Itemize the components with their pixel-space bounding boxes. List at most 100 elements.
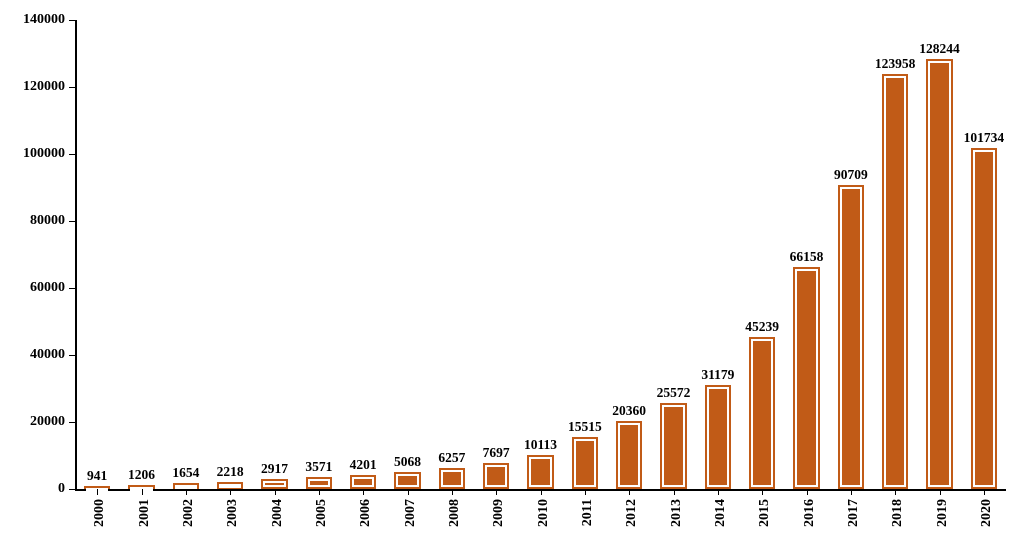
x-tick-mark [674,489,675,495]
x-tick-label: 2014 [713,499,729,527]
x-tick-label: 2004 [270,499,286,527]
bar [439,468,466,489]
bar-inset-border [751,339,774,487]
x-tick-mark [807,489,808,495]
x-tick-mark [895,489,896,495]
bar-inset-border [396,474,419,487]
bar-inset-border [795,269,818,487]
bar-inset-border [485,465,508,487]
bar [527,455,554,489]
x-tick-label: 2005 [314,499,330,527]
x-tick-label: 2001 [137,499,153,527]
x-tick-mark [541,489,542,495]
x-tick-mark [762,489,763,495]
y-tick-mark [69,288,75,289]
y-tick-mark [69,221,75,222]
x-tick-mark [940,489,941,495]
bar-value-label: 5068 [394,454,421,470]
bar-inset-border [840,187,863,487]
bar-inset-border [662,405,685,487]
bar-value-label: 7697 [483,445,510,461]
bar-inset-border [263,481,286,487]
bar-inset-border [574,439,597,487]
y-axis [75,20,77,489]
bar-value-label: 2218 [217,464,244,480]
bar-value-label: 128244 [919,41,960,57]
bar-value-label: 31179 [701,367,734,383]
x-tick-label: 2016 [802,499,818,527]
bar-inset-border [219,484,242,488]
y-tick-label: 20000 [5,414,65,430]
x-tick-mark [142,489,143,495]
x-tick-label: 2000 [92,499,108,527]
x-tick-mark [275,489,276,495]
bar-value-label: 1654 [172,465,199,481]
bar-inset-border [441,470,464,487]
y-tick-label: 60000 [5,280,65,296]
y-tick-label: 0 [5,481,65,497]
x-tick-label: 2011 [580,499,596,526]
bar-value-label: 10113 [524,437,557,453]
bar [882,74,909,489]
bar-chart: 0200004000060000800001000001200001400009… [0,0,1021,544]
x-tick-label: 2003 [225,499,241,527]
bar-inset-border [928,61,951,487]
y-tick-mark [69,20,75,21]
x-tick-mark [186,489,187,495]
x-tick-label: 2009 [491,499,507,527]
x-tick-label: 2020 [979,499,995,527]
x-tick-label: 2017 [846,499,862,527]
bar [793,267,820,489]
bar-value-label: 6257 [438,450,465,466]
bar-inset-border [707,387,730,487]
y-tick-mark [69,422,75,423]
bar-inset-border [352,477,375,487]
x-tick-mark [97,489,98,495]
y-tick-label: 100000 [5,146,65,162]
y-tick-label: 120000 [5,79,65,95]
bar [616,421,643,489]
bar [749,337,776,489]
bar [394,472,421,489]
x-tick-mark [319,489,320,495]
x-tick-mark [585,489,586,495]
y-tick-mark [69,355,75,356]
y-tick-label: 40000 [5,347,65,363]
x-tick-mark [851,489,852,495]
bar-inset-border [529,457,552,487]
x-tick-label: 2002 [181,499,197,527]
bar-value-label: 15515 [568,419,602,435]
x-tick-mark [363,489,364,495]
y-tick-mark [69,489,75,490]
plot-area: 0200004000060000800001000001200001400009… [75,20,1006,489]
x-tick-mark [629,489,630,495]
bar [572,437,599,489]
bar-value-label: 90709 [834,167,868,183]
bar [483,463,510,489]
bar-value-label: 123958 [875,56,916,72]
y-tick-mark [69,87,75,88]
bar-value-label: 20360 [612,403,646,419]
bar-value-label: 2917 [261,461,288,477]
bar [705,385,732,489]
bar-value-label: 3571 [305,459,332,475]
bar-inset-border [884,76,907,487]
bar-value-label: 941 [87,468,107,484]
bar [660,403,687,489]
bar-value-label: 1206 [128,467,155,483]
x-tick-mark [718,489,719,495]
bar [306,477,333,489]
x-tick-label: 2019 [935,499,951,527]
bar [838,185,865,489]
x-tick-label: 2008 [447,499,463,527]
y-tick-mark [69,154,75,155]
x-tick-label: 2018 [890,499,906,527]
x-tick-label: 2012 [624,499,640,527]
x-tick-mark [408,489,409,495]
bar [261,479,288,489]
bar-value-label: 45239 [745,319,779,335]
bar-value-label: 25572 [657,385,691,401]
x-tick-label: 2007 [403,499,419,527]
y-tick-label: 140000 [5,12,65,28]
bar-value-label: 66158 [790,249,824,265]
